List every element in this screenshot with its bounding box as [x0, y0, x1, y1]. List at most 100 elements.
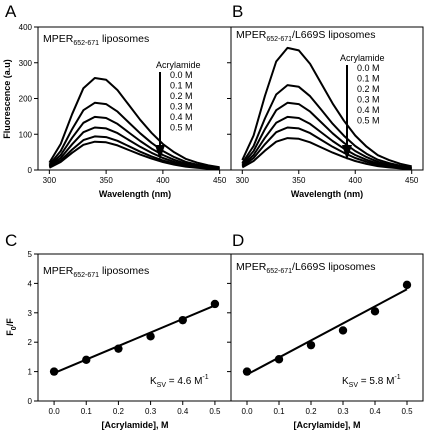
x-tick-label-d: 0.0 [241, 407, 253, 416]
y-tick-label-c: 5 [28, 250, 33, 259]
x-tick-label-a: 450 [213, 176, 227, 185]
data-point-d [242, 367, 252, 376]
legend-entry-a: 0.5 M [170, 123, 193, 133]
legend-entry-b: 0.1 M [357, 74, 380, 84]
axes-c: 0.0 0.1 0.2 0.3 0.4 0.5 0 1 2 3 4 5 [28, 250, 221, 416]
ksv-annotation-d: KSV = 5.8 M-1 [342, 374, 401, 389]
panel-a: 300 350 400 450 0 100 200 300 400 MPER652-671 li… [2, 23, 232, 199]
quench-arrow-b [342, 65, 352, 160]
axes-a: 300 350 400 450 0 100 200 300 400 [19, 23, 227, 185]
acrylamide-xlabel-c: [Acrylamide], M [101, 420, 168, 430]
legend-entry-a: 0.0 M [170, 70, 193, 80]
x-tick-label-d: 0.2 [305, 407, 317, 416]
spectrum-line-a [48, 115, 220, 170]
panel-label-a: A [5, 2, 17, 21]
legend-entry-a: 0.2 M [170, 91, 193, 101]
x-tick-label-d: 0.4 [369, 407, 381, 416]
axes-d: 0.0 0.1 0.2 0.3 0.4 0.5 [227, 253, 413, 416]
panel-label-b: B [232, 2, 243, 21]
panel-c-title: MPER652-671 liposomes [43, 265, 149, 279]
panel-label-d: D [232, 231, 244, 250]
points-d [242, 280, 412, 376]
panel-d: 0.0 0.1 0.2 0.3 0.4 0.5 MPER652-671/L669S lip… [227, 253, 424, 430]
spectrum-line-b [241, 137, 412, 170]
data-point-c [178, 315, 187, 325]
legend-entry-b: 0.5 M [357, 116, 380, 126]
x-tick-label-b: 450 [405, 176, 419, 185]
fit-line-d [246, 288, 408, 376]
x-tick-label-c: 0.4 [177, 407, 189, 416]
legend-entry-a: 0.3 M [170, 102, 193, 112]
legend-title-a: Acrylamide [156, 60, 201, 70]
data-point-d [274, 355, 284, 364]
ksv-annotation-c: KSV = 4.6 M-1 [150, 374, 209, 389]
spectra-b [241, 46, 412, 170]
y-tick-label-a: 300 [19, 59, 33, 68]
fit-d [246, 288, 408, 376]
fit-line-c [53, 304, 216, 374]
y-tick-label-c: 3 [28, 309, 33, 318]
x-tick-label-d: 0.5 [401, 407, 413, 416]
data-point-c [146, 332, 155, 341]
data-point-d [370, 307, 380, 316]
legend-entry-b: 0.4 M [357, 105, 380, 115]
y-tick-label-c: 1 [28, 368, 33, 377]
spectrum-line-a [48, 101, 220, 169]
legend-entry-a: 0.1 M [170, 81, 193, 91]
legend-b: 0.0 M0.1 M0.2 M0.3 M0.4 M0.5 M [357, 63, 380, 126]
legend-entry-b: 0.2 M [357, 84, 380, 94]
spectrum-line-b [241, 101, 412, 169]
y-tick-label-c: 2 [28, 338, 33, 347]
legend-title-b: Acrylamide [340, 53, 385, 63]
legend-entry-b: 0.3 M [357, 95, 380, 105]
wavelength-xlabel-a: Wavelength (nm) [99, 189, 171, 199]
spectrum-line-b [241, 84, 412, 169]
data-point-c [82, 355, 91, 365]
x-tick-label-a: 300 [43, 176, 57, 185]
data-point-c [114, 344, 123, 353]
plot-frame-b [230, 26, 424, 171]
y-tick-label-c: 0 [28, 397, 33, 406]
acrylamide-xlabel-d: [Acrylamide], M [293, 420, 360, 430]
panel-d-title: MPER652-671/L669S liposomes [236, 261, 376, 275]
y-tick-label-a: 0 [28, 166, 33, 175]
x-tick-label-c: 0.5 [209, 407, 221, 416]
data-point-c [49, 367, 59, 376]
x-tick-label-c: 0.2 [113, 407, 125, 416]
legend-entry-a: 0.4 M [170, 112, 193, 122]
panel-b-title: MPER652-671/L669S liposomes [236, 29, 376, 43]
panel-a-title: MPER652-671 liposomes [43, 33, 149, 47]
panel-b: 300 350 400 450 MPER652-671/L669S liposomes… [227, 26, 424, 199]
spectrum-line-b [241, 46, 412, 168]
wavelength-xlabel-b: Wavelength (nm) [291, 189, 363, 199]
axes-b: 300 350 400 450 [227, 26, 419, 185]
data-point-c [210, 299, 220, 309]
data-point-d [306, 340, 316, 350]
y-tick-label-c: 4 [28, 279, 33, 288]
spectrum-line-a [48, 77, 220, 169]
data-point-d [402, 280, 412, 290]
y-tick-label-a: 400 [19, 23, 33, 32]
x-tick-label-c: 0.3 [145, 407, 157, 416]
x-tick-label-b: 300 [236, 176, 250, 185]
ratio-ylabel: F0/F [5, 318, 18, 336]
x-tick-label-b: 350 [292, 176, 306, 185]
panel-label-c: C [5, 231, 17, 250]
data-point-d [338, 326, 348, 335]
spectrum-line-b [241, 115, 412, 170]
points-c [49, 299, 220, 376]
x-tick-label-c: 0.1 [81, 407, 93, 416]
plot-frame-d [230, 253, 424, 402]
x-tick-label-d: 0.1 [273, 407, 285, 416]
x-tick-label-a: 400 [156, 176, 170, 185]
quench-arrow-a [155, 72, 165, 160]
fit-c [53, 304, 216, 374]
spectrum-line-a [48, 140, 220, 171]
x-tick-label-d: 0.3 [337, 407, 349, 416]
x-tick-label-c: 0.0 [49, 407, 61, 416]
fluorescence-ylabel: Fluorescence (a.u) [2, 59, 12, 139]
spectra-a [48, 77, 220, 171]
y-tick-label-a: 200 [19, 95, 33, 104]
legend-a: 0.0 M0.1 M0.2 M0.3 M0.4 M0.5 M [170, 70, 193, 133]
